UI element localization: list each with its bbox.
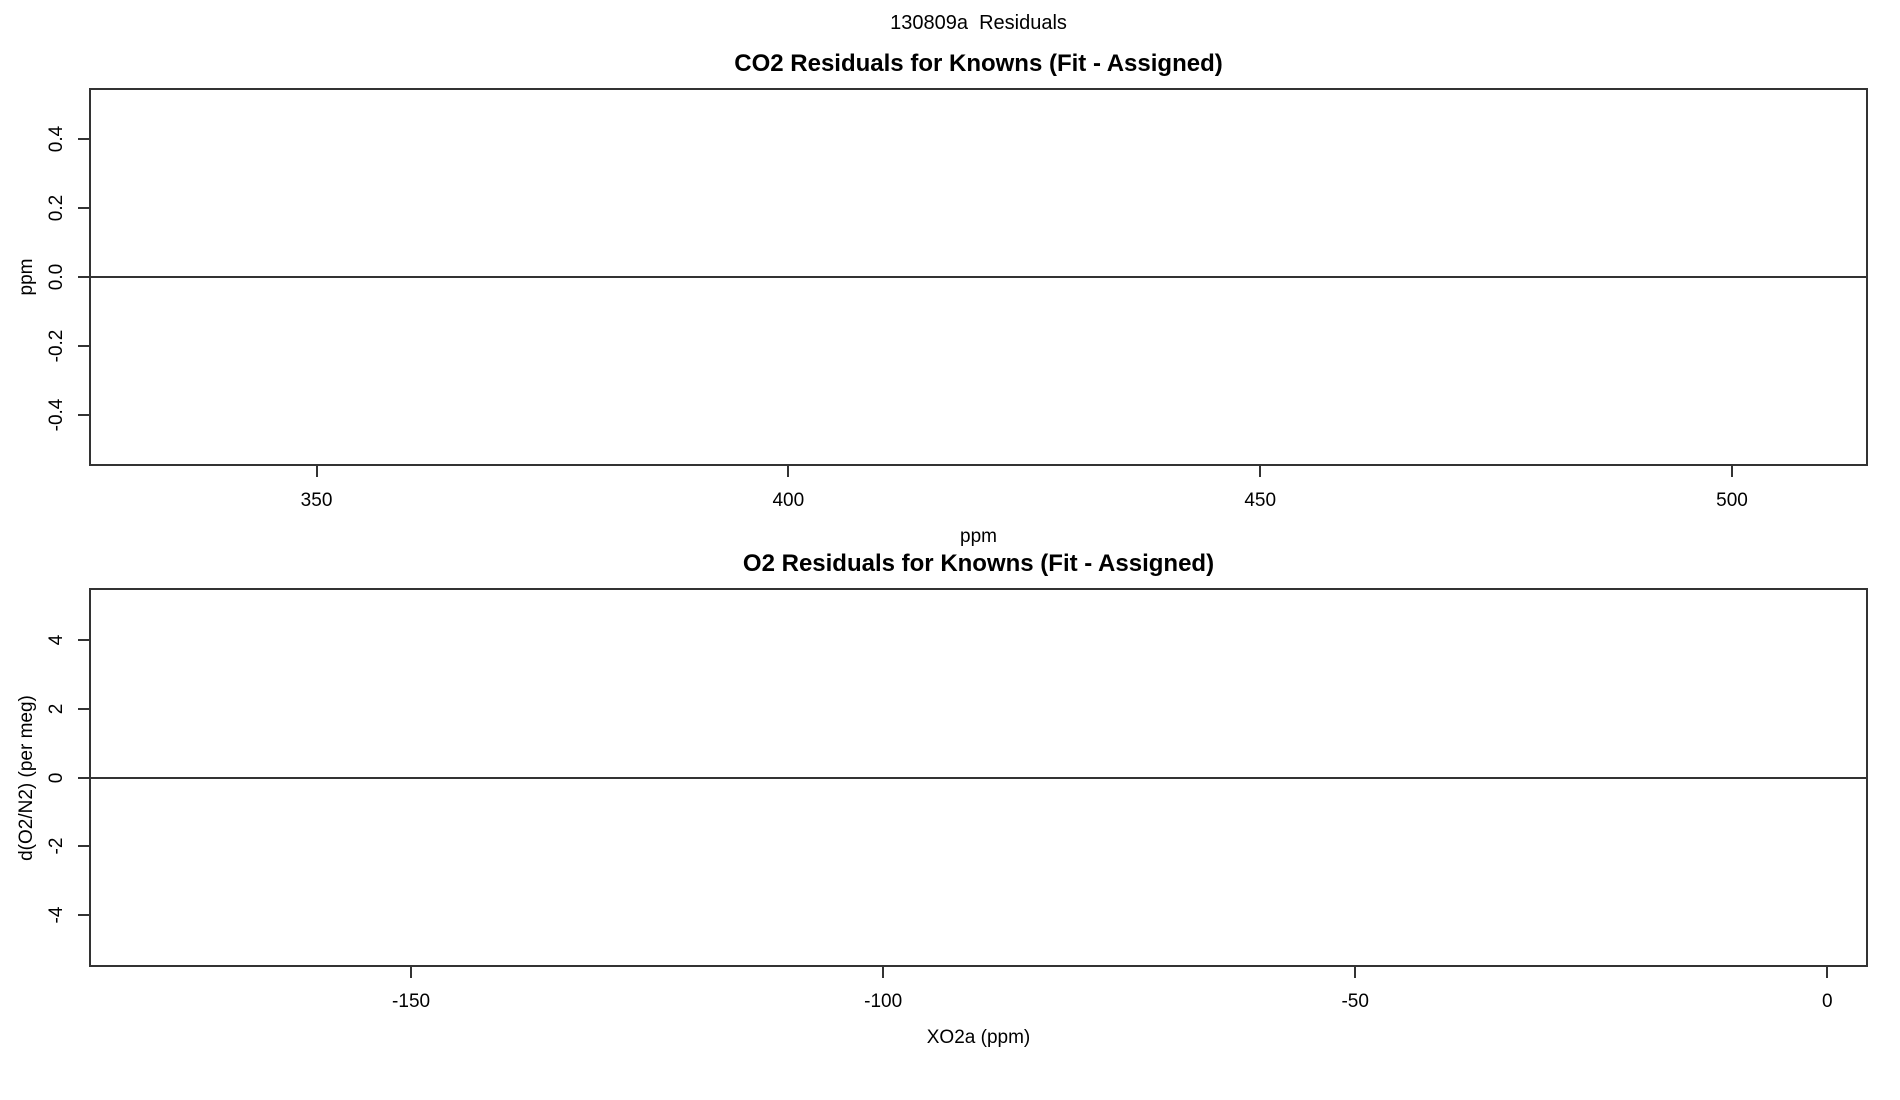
y-tick-mark: [78, 344, 89, 347]
co2-x-axis-label: ppm: [960, 526, 997, 547]
y-tick-mark: [78, 845, 89, 848]
x-tick-mark: [882, 967, 885, 978]
y-tick-mark: [78, 413, 89, 416]
x-tick-label: 400: [772, 490, 805, 511]
x-tick-mark: [410, 967, 413, 978]
y-tick-label: -4: [46, 906, 67, 924]
o2-residuals-plot: O2 Residuals for Knowns (Fit - Assigned)…: [16, 550, 1868, 1048]
x-tick-label: -150: [392, 991, 431, 1012]
y-tick-mark: [78, 276, 89, 278]
y-tick-label: 0.4: [46, 126, 67, 153]
y-tick-label: 0.0: [46, 263, 67, 291]
y-tick-mark: [78, 913, 89, 916]
x-tick-label: 350: [300, 490, 333, 511]
o2-x-axis-label: XO2a (ppm): [926, 1027, 1031, 1048]
y-tick-mark: [78, 639, 89, 642]
y-tick-label: -0.2: [46, 329, 67, 363]
x-tick-label: 0: [1821, 991, 1833, 1012]
o2-plot-area: XO2a (ppm) d(O2/N2) (per meg) -150 -100 -5…: [16, 588, 1868, 1048]
co2-residuals-plot: CO2 Residuals for Knowns (Fit - Assigned…: [16, 50, 1868, 547]
y-tick-label: -0.4: [46, 398, 67, 432]
y-tick-label: 0.2: [46, 194, 67, 222]
x-tick-label: 450: [1244, 490, 1277, 511]
x-tick-mark: [1354, 967, 1357, 978]
y-tick-label: 4: [46, 635, 67, 646]
x-tick-mark: [1731, 466, 1733, 477]
x-tick-label: -100: [864, 991, 903, 1012]
y-tick-mark: [78, 776, 89, 779]
o2-plot-title: O2 Residuals for Knowns (Fit - Assigned): [742, 550, 1215, 577]
page-title: 130809a Residuals: [890, 12, 1067, 34]
x-tick-mark: [315, 466, 318, 477]
y-tick-mark: [78, 707, 89, 710]
y-tick-label: -2: [46, 837, 67, 855]
y-tick-label: 2: [46, 703, 67, 715]
o2-y-axis-label: d(O2/N2) (per meg): [16, 694, 37, 861]
zero-reference-line: [91, 776, 1866, 779]
y-tick-mark: [78, 138, 89, 141]
x-tick-label: 500: [1716, 490, 1748, 511]
x-tick-mark: [1259, 466, 1262, 477]
x-tick-mark: [787, 466, 790, 477]
y-tick-mark: [78, 207, 89, 210]
x-tick-label: -50: [1341, 991, 1369, 1012]
co2-y-axis-label: ppm: [16, 258, 37, 296]
co2-plot-title: CO2 Residuals for Knowns (Fit - Assigned…: [734, 50, 1223, 77]
x-tick-mark: [1826, 967, 1829, 978]
zero-reference-line: [91, 276, 1866, 278]
co2-plot-area: ppm ppm 350 400 450 500 0.4 0.2 0.0 -0.2 -0.4: [16, 88, 1868, 547]
y-tick-label: 0: [46, 772, 67, 783]
